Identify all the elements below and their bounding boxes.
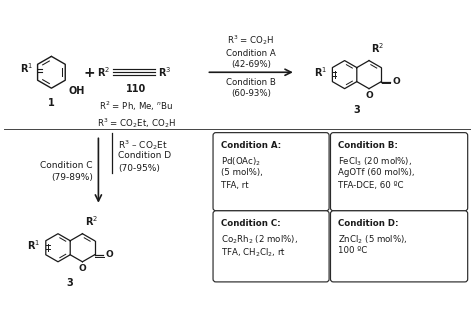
Text: O: O [106, 250, 114, 259]
Text: Condition D: Condition D [118, 151, 171, 160]
FancyBboxPatch shape [330, 211, 468, 282]
Text: 100 ºC: 100 ºC [338, 246, 367, 255]
Text: R$^{3}$ = CO$_{2}$Et, CO$_{2}$H: R$^{3}$ = CO$_{2}$Et, CO$_{2}$H [97, 116, 175, 130]
Text: O: O [79, 264, 86, 273]
Text: Condition D:: Condition D: [338, 219, 399, 228]
Text: R$^{1}$: R$^{1}$ [27, 239, 40, 252]
Text: 110: 110 [126, 85, 146, 95]
Text: Co$_{2}$Rh$_{2}$ (2 mol%),: Co$_{2}$Rh$_{2}$ (2 mol%), [220, 233, 298, 246]
Text: O: O [392, 77, 400, 86]
Text: R$^{3}$ = CO$_{2}$H: R$^{3}$ = CO$_{2}$H [228, 33, 275, 47]
Text: Pd(OAc)$_{2}$: Pd(OAc)$_{2}$ [220, 155, 261, 167]
FancyBboxPatch shape [213, 133, 329, 211]
Text: (70-95%): (70-95%) [118, 163, 160, 172]
Text: R$^{1}$: R$^{1}$ [20, 62, 34, 75]
Text: TFA, rt: TFA, rt [220, 181, 248, 190]
Text: 3: 3 [67, 278, 73, 288]
Text: R$^{1}$: R$^{1}$ [313, 65, 327, 79]
Text: 1: 1 [48, 98, 55, 108]
Text: Condition A: Condition A [226, 49, 276, 58]
Text: R$^{2}$: R$^{2}$ [85, 214, 98, 228]
Text: R$^{2}$: R$^{2}$ [97, 65, 110, 79]
Text: (60-93%): (60-93%) [231, 89, 271, 98]
Text: +: + [83, 66, 95, 80]
FancyBboxPatch shape [213, 211, 329, 282]
Text: Condition C: Condition C [40, 162, 93, 170]
Text: ZnCl$_{2}$ (5 mol%),: ZnCl$_{2}$ (5 mol%), [338, 233, 408, 246]
Text: (79-89%): (79-89%) [51, 173, 93, 182]
Text: R$^{3}$ – CO$_{2}$Et: R$^{3}$ – CO$_{2}$Et [118, 138, 168, 152]
Text: Condition B: Condition B [226, 78, 276, 87]
Text: Condition B:: Condition B: [338, 141, 398, 150]
Text: AgOTf (60 mol%),: AgOTf (60 mol%), [338, 168, 415, 177]
FancyBboxPatch shape [330, 133, 468, 211]
Text: R$^{3}$: R$^{3}$ [157, 65, 171, 79]
Text: R$^{2}$ = Ph, Me, $^{n}$Bu: R$^{2}$ = Ph, Me, $^{n}$Bu [99, 100, 173, 113]
Text: OH: OH [68, 86, 84, 96]
Text: TFA, CH$_{2}$Cl$_{2}$, rt: TFA, CH$_{2}$Cl$_{2}$, rt [220, 246, 286, 259]
Text: Condition A:: Condition A: [220, 141, 281, 150]
Text: TFA-DCE, 60 ºC: TFA-DCE, 60 ºC [338, 181, 403, 190]
Text: FeCl$_{3}$ (20 mol%),: FeCl$_{3}$ (20 mol%), [338, 155, 412, 167]
Text: Condition C:: Condition C: [220, 219, 280, 228]
Text: (5 mol%),: (5 mol%), [220, 168, 262, 177]
Text: R$^{2}$: R$^{2}$ [371, 41, 384, 55]
Text: 3: 3 [354, 105, 360, 115]
Text: (42-69%): (42-69%) [231, 59, 271, 69]
Text: O: O [365, 91, 373, 100]
